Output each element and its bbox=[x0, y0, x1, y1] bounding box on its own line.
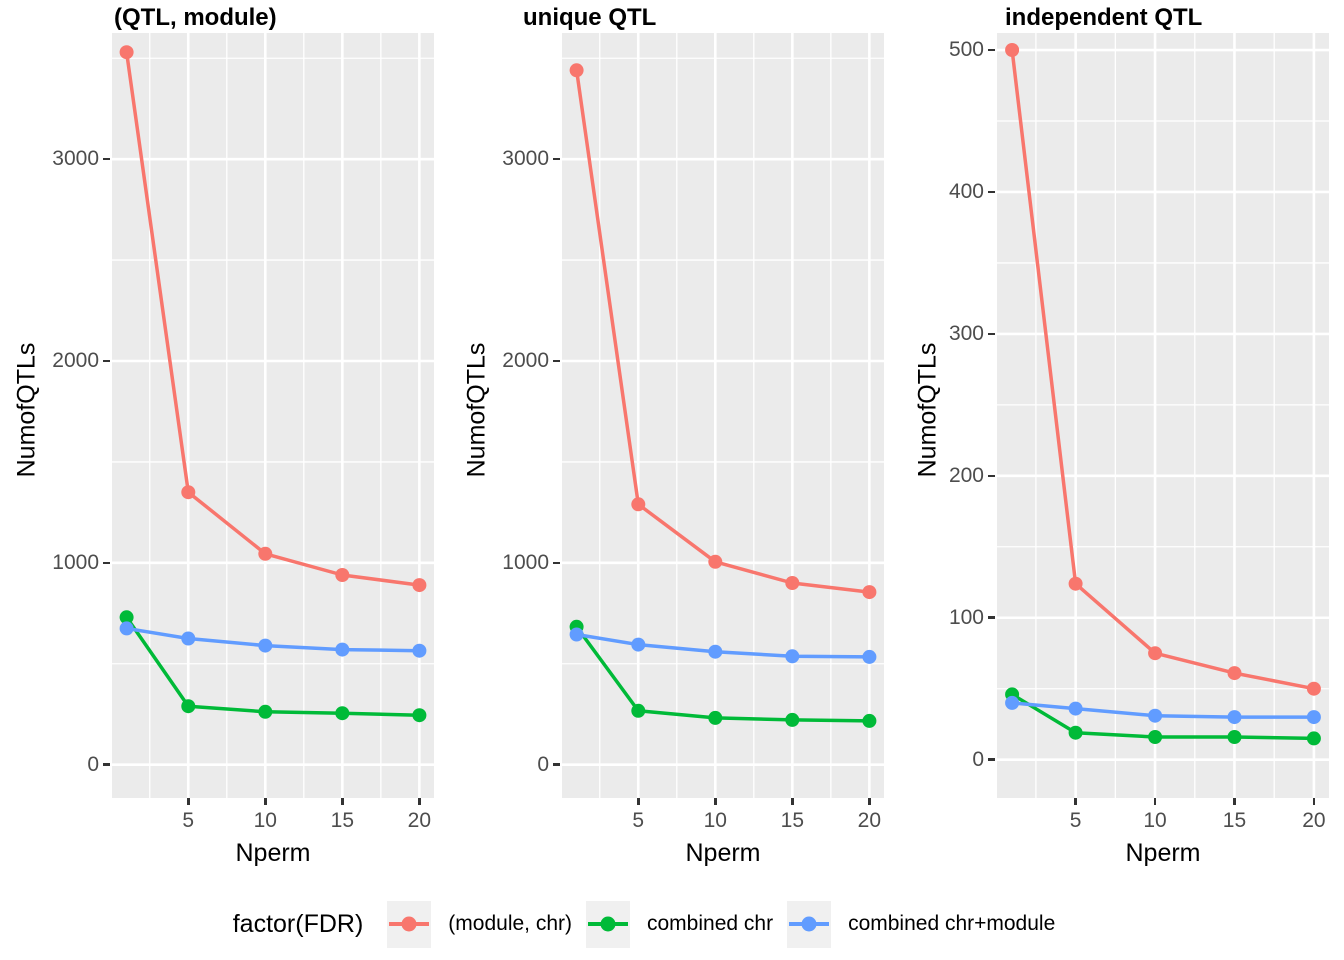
x-tick-label: 10 bbox=[703, 809, 727, 832]
legend-entry: (module, chr) bbox=[387, 900, 572, 948]
y-tick-mark bbox=[103, 157, 110, 161]
x-tick-mark bbox=[636, 798, 640, 805]
panel-title: (QTL, module) bbox=[114, 4, 277, 31]
y-tick-label: 3000 bbox=[502, 147, 549, 171]
x-axis-title: Nperm bbox=[1125, 839, 1201, 867]
y-tick-mark bbox=[103, 359, 110, 363]
x-tick-label: 20 bbox=[1302, 809, 1326, 832]
y-tick-mark bbox=[553, 359, 560, 363]
x-tick-mark bbox=[186, 798, 190, 805]
legend-key bbox=[787, 900, 832, 948]
legend-entry-label: combined chr+module bbox=[848, 912, 1056, 935]
x-tick-mark bbox=[713, 798, 717, 805]
legend-entry: combined chr+module bbox=[787, 900, 1056, 948]
y-tick-label: 2000 bbox=[502, 349, 549, 372]
x-tick-label: 5 bbox=[1069, 809, 1082, 832]
x-tick-mark bbox=[263, 798, 267, 805]
legend-entry-label: (module, chr) bbox=[448, 912, 572, 935]
legend-key bbox=[387, 900, 432, 948]
x-axis-title: Nperm bbox=[235, 839, 311, 867]
x-tick-mark bbox=[868, 798, 871, 805]
y-tick-mark bbox=[553, 763, 560, 766]
legend-entry-label: combined chr bbox=[647, 912, 774, 935]
y-tick-label: 300 bbox=[948, 321, 984, 345]
y-tick-mark bbox=[988, 474, 995, 478]
y-tick-label: 1000 bbox=[52, 550, 99, 574]
legend-key bbox=[586, 900, 630, 948]
legend-key-dot-icon bbox=[801, 916, 817, 932]
x-tick-label: 10 bbox=[1143, 809, 1167, 832]
x-tick-mark bbox=[341, 798, 344, 805]
panel-title: independent QTL bbox=[1005, 4, 1203, 31]
y-axis-title: NumofQTLs bbox=[913, 342, 942, 478]
legend-entries: (module, chr) combined chr combined chr+mo… bbox=[387, 900, 1056, 948]
y-tick-label: 0 bbox=[972, 747, 984, 771]
y-tick-label: 0 bbox=[87, 752, 99, 776]
x-tick-label: 10 bbox=[253, 809, 277, 832]
y-tick-label: 2000 bbox=[52, 349, 99, 372]
y-tick-mark bbox=[988, 758, 995, 761]
y-tick-mark bbox=[103, 763, 110, 766]
x-tick-label: 15 bbox=[780, 809, 804, 832]
x-tick-label: 20 bbox=[407, 809, 432, 832]
legend-title: factor(FDR) bbox=[232, 909, 364, 938]
y-tick-mark bbox=[103, 561, 110, 565]
y-tick-label: 500 bbox=[948, 38, 984, 62]
x-tick-label: 15 bbox=[1222, 809, 1247, 832]
legend-entry: combined chr bbox=[586, 900, 774, 948]
y-tick-label: 100 bbox=[948, 605, 984, 629]
y-tick-mark bbox=[553, 157, 560, 161]
panel-plot-area-3 bbox=[997, 33, 1329, 798]
y-tick-label: 3000 bbox=[52, 147, 99, 171]
y-tick-mark bbox=[988, 616, 995, 620]
x-axis-title: Nperm bbox=[685, 839, 761, 867]
x-tick-label: 15 bbox=[330, 809, 354, 832]
x-tick-label: 5 bbox=[632, 809, 645, 832]
y-tick-mark bbox=[988, 190, 995, 194]
y-tick-label: 0 bbox=[537, 752, 549, 776]
y-tick-label: 1000 bbox=[502, 550, 549, 574]
x-tick-mark bbox=[418, 798, 421, 805]
y-tick-label: 200 bbox=[948, 463, 984, 487]
y-tick-mark bbox=[988, 332, 995, 336]
legend-key-dot-icon bbox=[401, 916, 417, 932]
y-tick-mark bbox=[553, 561, 560, 565]
x-tick-label: 5 bbox=[182, 809, 195, 832]
x-tick-mark bbox=[791, 798, 794, 805]
panel-plot-area-1 bbox=[112, 33, 434, 798]
legend-key-dot-icon bbox=[600, 916, 616, 932]
x-tick-mark bbox=[1312, 798, 1316, 805]
y-tick-mark bbox=[988, 48, 995, 52]
panel-plot-area-2 bbox=[562, 33, 884, 798]
x-tick-mark bbox=[1074, 798, 1077, 805]
legend: factor(FDR) (module, chr) combined chr com… bbox=[0, 898, 1316, 950]
x-tick-mark bbox=[1153, 798, 1157, 805]
y-tick-label: 400 bbox=[948, 179, 984, 203]
panel-title: unique QTL bbox=[523, 4, 657, 31]
x-tick-label: 20 bbox=[857, 809, 882, 832]
x-tick-mark bbox=[1233, 798, 1236, 805]
